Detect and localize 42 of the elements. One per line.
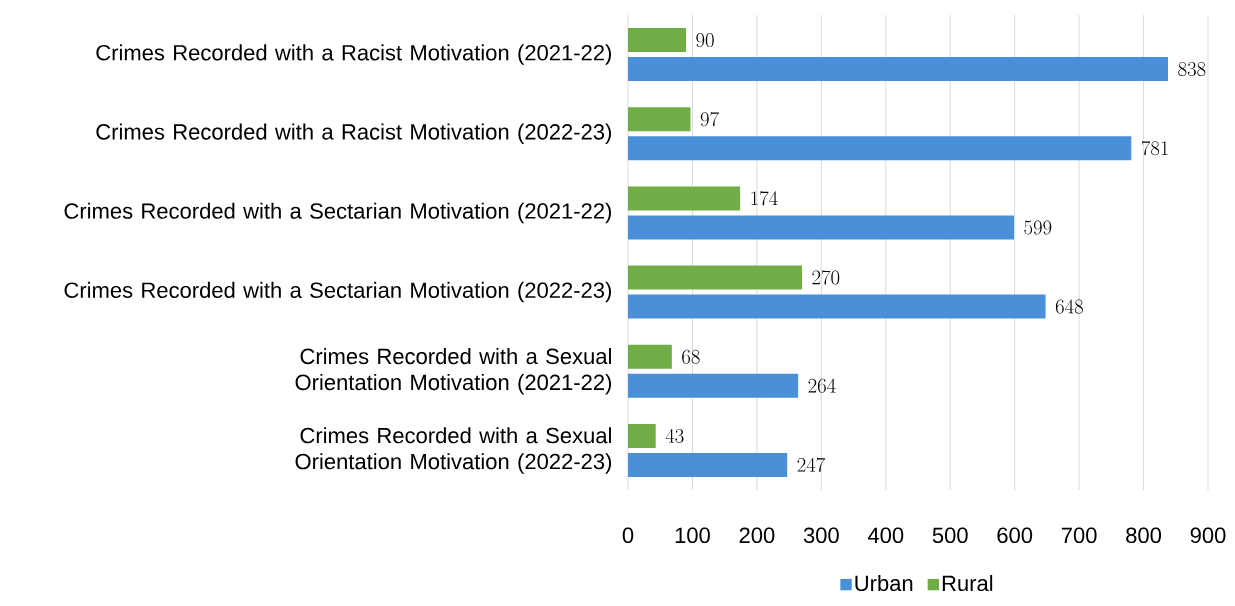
- bar: [628, 186, 741, 211]
- x-tick-label: 200: [739, 527, 775, 544]
- data-label: 264: [808, 378, 836, 393]
- x-tick-label: 800: [1126, 527, 1162, 544]
- y-tick-label: Crimes Recorded with a Racist Motivation (2022-23): [96, 123, 611, 144]
- y-tick-label: Crimes Recorded with a Sectarian Motivation (2021-22): [64, 202, 611, 224]
- bar: [628, 452, 788, 477]
- x-tick-label: 300: [803, 527, 839, 544]
- data-label: 90: [696, 33, 714, 48]
- y-tick-label: Crimes Recorded with a Racist Motivation (2021-22): [96, 44, 611, 65]
- data-label: 781: [1141, 140, 1168, 156]
- bar: [628, 136, 1132, 161]
- bar: [628, 344, 672, 369]
- x-tick-label: 600: [997, 527, 1033, 544]
- bar: [628, 28, 686, 53]
- x-tick-label: 0: [622, 527, 634, 544]
- y-tick-label: Crimes Recorded with a Sexual Orientation Motivation (2021-22): [295, 348, 612, 395]
- legend-label: Urban: [855, 574, 913, 592]
- data-label: 68: [682, 349, 700, 364]
- data-label: 599: [1024, 220, 1052, 235]
- x-tick-label: 100: [675, 527, 710, 544]
- data-label: 270: [812, 270, 840, 285]
- y-tick-label: Crimes Recorded with a Sectarian Motivation (2022-23): [64, 281, 611, 303]
- bar: [628, 107, 691, 132]
- x-tick-label: 500: [932, 527, 968, 544]
- data-label: 174: [751, 191, 778, 206]
- data-label: 247: [797, 457, 826, 472]
- bar: [628, 423, 656, 448]
- data-label: 43: [665, 428, 684, 443]
- bar: [628, 57, 1169, 82]
- legend-label: Rural: [942, 574, 993, 592]
- bar: [628, 265, 802, 290]
- y-tick-label: Crimes Recorded with a Sexual Orientation Motivation (2022-23): [295, 427, 612, 474]
- data-label: 838: [1178, 62, 1206, 77]
- x-tick-label: 700: [1061, 527, 1097, 544]
- bar: [628, 215, 1015, 240]
- bar: [628, 294, 1046, 319]
- x-tick-label: 400: [867, 527, 904, 544]
- x-tick-label: 900: [1190, 527, 1226, 544]
- data-label: 97: [700, 111, 719, 127]
- data-label: 648: [1055, 299, 1083, 314]
- bar: [628, 373, 799, 398]
